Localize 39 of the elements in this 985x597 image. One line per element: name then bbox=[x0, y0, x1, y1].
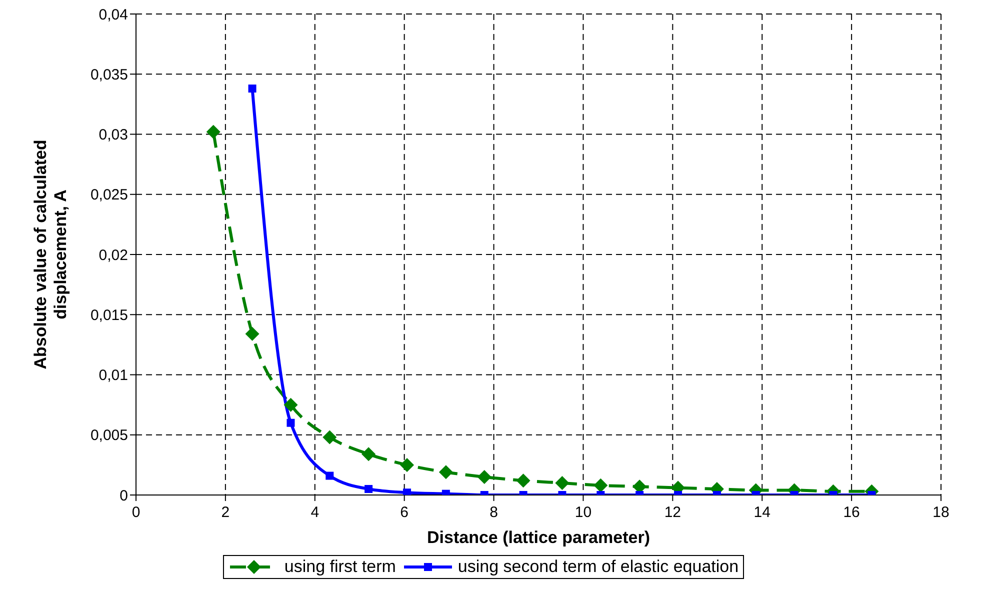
point bbox=[206, 124, 220, 139]
x-tick-label: 18 bbox=[932, 504, 950, 521]
y-tick-label: 0,005 bbox=[90, 427, 128, 444]
y-tick-label: 0,015 bbox=[90, 306, 128, 324]
point bbox=[284, 398, 298, 412]
y-tick-label: 0,03 bbox=[98, 126, 128, 144]
y-tick-label: 0,035 bbox=[90, 66, 128, 84]
x-tick-label: 10 bbox=[574, 504, 592, 521]
point bbox=[403, 488, 412, 495]
x-axis-title: Distance (lattice parameter) bbox=[427, 528, 650, 547]
x-tick-label: 0 bbox=[132, 504, 140, 521]
legend-label: using first term bbox=[283, 557, 396, 577]
y-tick-label: 0,01 bbox=[98, 367, 128, 384]
point bbox=[364, 484, 373, 493]
x-tick-label: 4 bbox=[310, 504, 320, 521]
legend-label: using second term of elastic equation bbox=[456, 557, 739, 577]
point bbox=[362, 447, 376, 462]
y-tick-label: 0 bbox=[120, 487, 128, 504]
y-tick-label: 0,025 bbox=[90, 186, 128, 204]
y-axis-title: Absolute value of calculated displacement, A bbox=[31, 140, 70, 370]
x-tick-label: 16 bbox=[843, 504, 860, 521]
point bbox=[555, 476, 570, 490]
point bbox=[594, 478, 608, 492]
x-tick-label: 2 bbox=[221, 504, 230, 521]
x-tick-label: 14 bbox=[754, 504, 770, 521]
x-tick-label: 6 bbox=[400, 504, 409, 521]
point bbox=[438, 465, 453, 480]
point bbox=[245, 326, 260, 341]
point bbox=[516, 474, 530, 488]
point bbox=[322, 430, 337, 444]
point bbox=[286, 418, 295, 427]
x-tick-label: 12 bbox=[664, 504, 682, 521]
y-tick-label: 0,02 bbox=[98, 246, 128, 264]
point bbox=[326, 472, 334, 480]
x-tick-label: 8 bbox=[490, 504, 498, 521]
point bbox=[248, 84, 256, 93]
y-tick-label: 0,04 bbox=[98, 6, 128, 24]
point bbox=[400, 458, 414, 472]
point bbox=[477, 470, 492, 484]
